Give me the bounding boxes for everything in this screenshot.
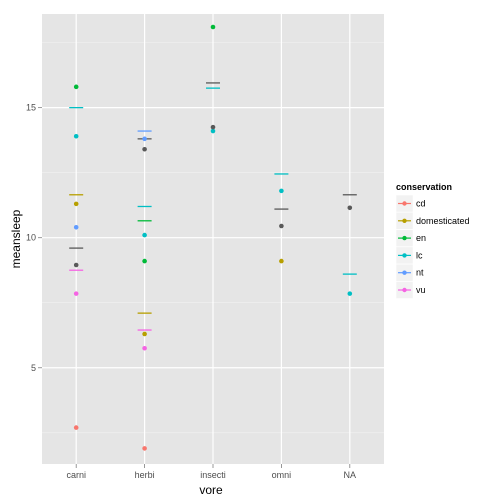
- data-point: [73, 291, 79, 296]
- x-tick-label: carni: [66, 470, 86, 480]
- legend-entry: nt: [395, 263, 424, 282]
- data-point: [279, 223, 284, 229]
- legend-entry: domesticated: [395, 212, 470, 230]
- legend-key-point: [402, 253, 407, 258]
- data-point: [210, 24, 216, 30]
- data-point: [210, 128, 216, 134]
- data-point: [142, 331, 147, 337]
- data-point: [279, 188, 284, 194]
- legend-key-point: [402, 235, 407, 241]
- legend-key-point: [402, 218, 407, 223]
- data-point: [73, 262, 79, 268]
- data-point: [73, 425, 79, 430]
- data-point: [73, 133, 79, 139]
- x-axis-title: vore: [199, 483, 223, 497]
- y-tick-label: 10: [26, 233, 36, 243]
- data-point: [142, 232, 147, 238]
- data-point: [279, 258, 284, 264]
- x-tick-label: insecti: [200, 470, 226, 480]
- y-tick-label: 5: [31, 363, 36, 373]
- y-axis-ticks: 5 10 15: [26, 103, 42, 373]
- data-point: [347, 205, 353, 211]
- x-tick-label: NA: [344, 470, 357, 480]
- x-tick-label: herbi: [135, 470, 155, 480]
- data-point: [73, 84, 79, 90]
- legend-label: lc: [416, 250, 423, 260]
- y-axis-title: meansleep: [9, 209, 23, 268]
- x-tick-label: omni: [272, 470, 292, 480]
- legend-label: cd: [416, 199, 426, 209]
- data-point: [73, 224, 79, 230]
- legend-title: conservation: [396, 182, 452, 192]
- legend-entry: lc: [395, 246, 423, 265]
- data-point: [73, 201, 79, 207]
- legend-entry: vu: [395, 281, 426, 299]
- legend-entries: cd domesticated en lc nt vu: [395, 194, 470, 299]
- data-point: [142, 345, 147, 351]
- legend-entry: en: [395, 229, 426, 247]
- data-point: [347, 291, 353, 296]
- legend-label: nt: [416, 268, 424, 278]
- data-point: [142, 258, 147, 264]
- x-axis-ticks: carni herbi insecti omni NA: [66, 464, 356, 480]
- legend-label: domesticated: [416, 216, 470, 226]
- data-point: [142, 136, 147, 142]
- legend-key-point: [402, 201, 407, 206]
- legend-label: vu: [416, 285, 426, 295]
- legend-label: en: [416, 233, 426, 243]
- data-point: [210, 124, 216, 130]
- data-point: [142, 446, 147, 451]
- legend-key-point: [402, 270, 407, 275]
- data-point: [142, 146, 147, 152]
- legend: conservation cd domesticated en lc nt vu: [395, 182, 470, 299]
- y-tick-label: 15: [26, 103, 36, 113]
- data-points: [73, 24, 353, 451]
- legend-key-point: [402, 287, 407, 293]
- legend-entry: cd: [395, 194, 426, 213]
